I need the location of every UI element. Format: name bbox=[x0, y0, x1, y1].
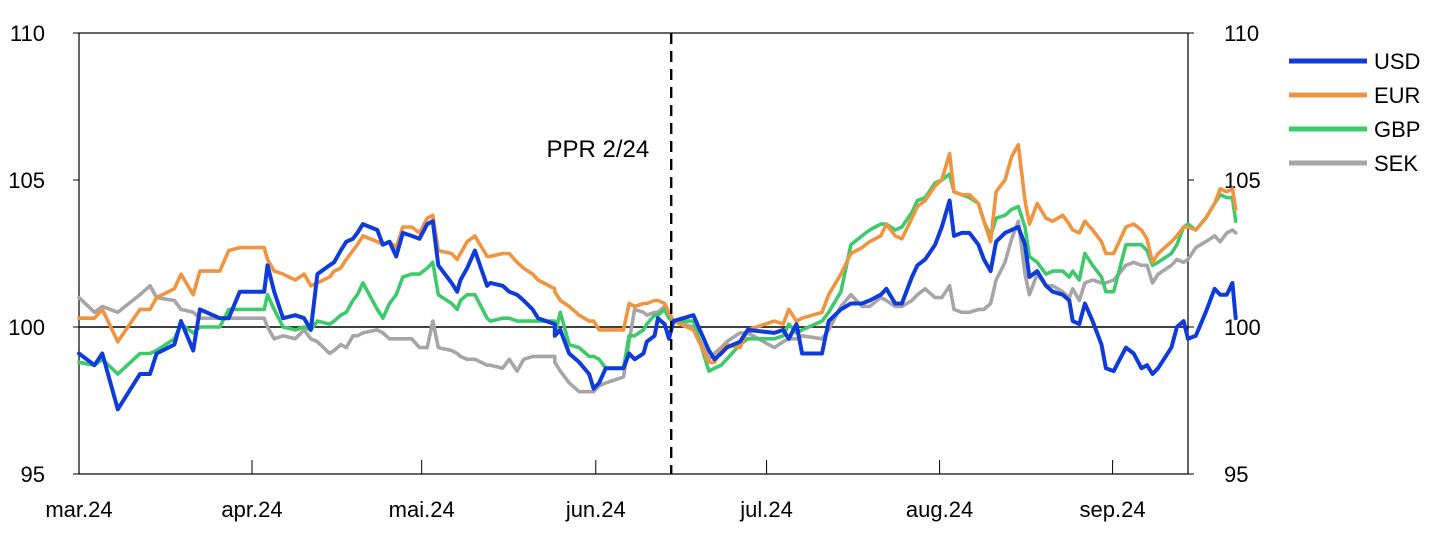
legend-label-gbp: GBP bbox=[1374, 117, 1420, 142]
y-tick-label-left: 100 bbox=[8, 315, 45, 340]
x-tick-label: jun.24 bbox=[565, 497, 626, 522]
x-tick-label: apr.24 bbox=[221, 497, 282, 522]
y-tick-label-right: 95 bbox=[1224, 462, 1248, 487]
legend-label-eur: EUR bbox=[1374, 83, 1420, 108]
series-lines bbox=[77, 142, 1238, 412]
y-tick-label-right: 110 bbox=[1224, 21, 1259, 46]
y-tick-label-left: 105 bbox=[8, 168, 45, 193]
series-line-usd bbox=[77, 198, 1238, 412]
legend: USD EUR GBP SEK bbox=[1289, 49, 1420, 176]
x-tick-label: mai.24 bbox=[389, 497, 455, 522]
y-tick-label-right: 100 bbox=[1224, 315, 1261, 340]
legend-label-usd: USD bbox=[1374, 49, 1420, 74]
y-tick-label-left: 95 bbox=[21, 462, 45, 487]
x-tick-label: jul.24 bbox=[739, 497, 793, 522]
x-tick-label: sep.24 bbox=[1080, 497, 1146, 522]
plot-frame bbox=[78, 32, 1189, 475]
series-line-eur bbox=[77, 142, 1238, 365]
y-tick-label-left: 110 bbox=[10, 21, 45, 46]
ppr-marker-label: PPR 2/24 bbox=[546, 136, 649, 163]
series-line-gbp bbox=[77, 172, 1238, 376]
legend-label-sek: SEK bbox=[1374, 151, 1418, 176]
x-tick-label: aug.24 bbox=[906, 497, 973, 522]
annotations: PPR 2/24 bbox=[546, 33, 673, 474]
x-tick-label: mar.24 bbox=[45, 497, 112, 522]
